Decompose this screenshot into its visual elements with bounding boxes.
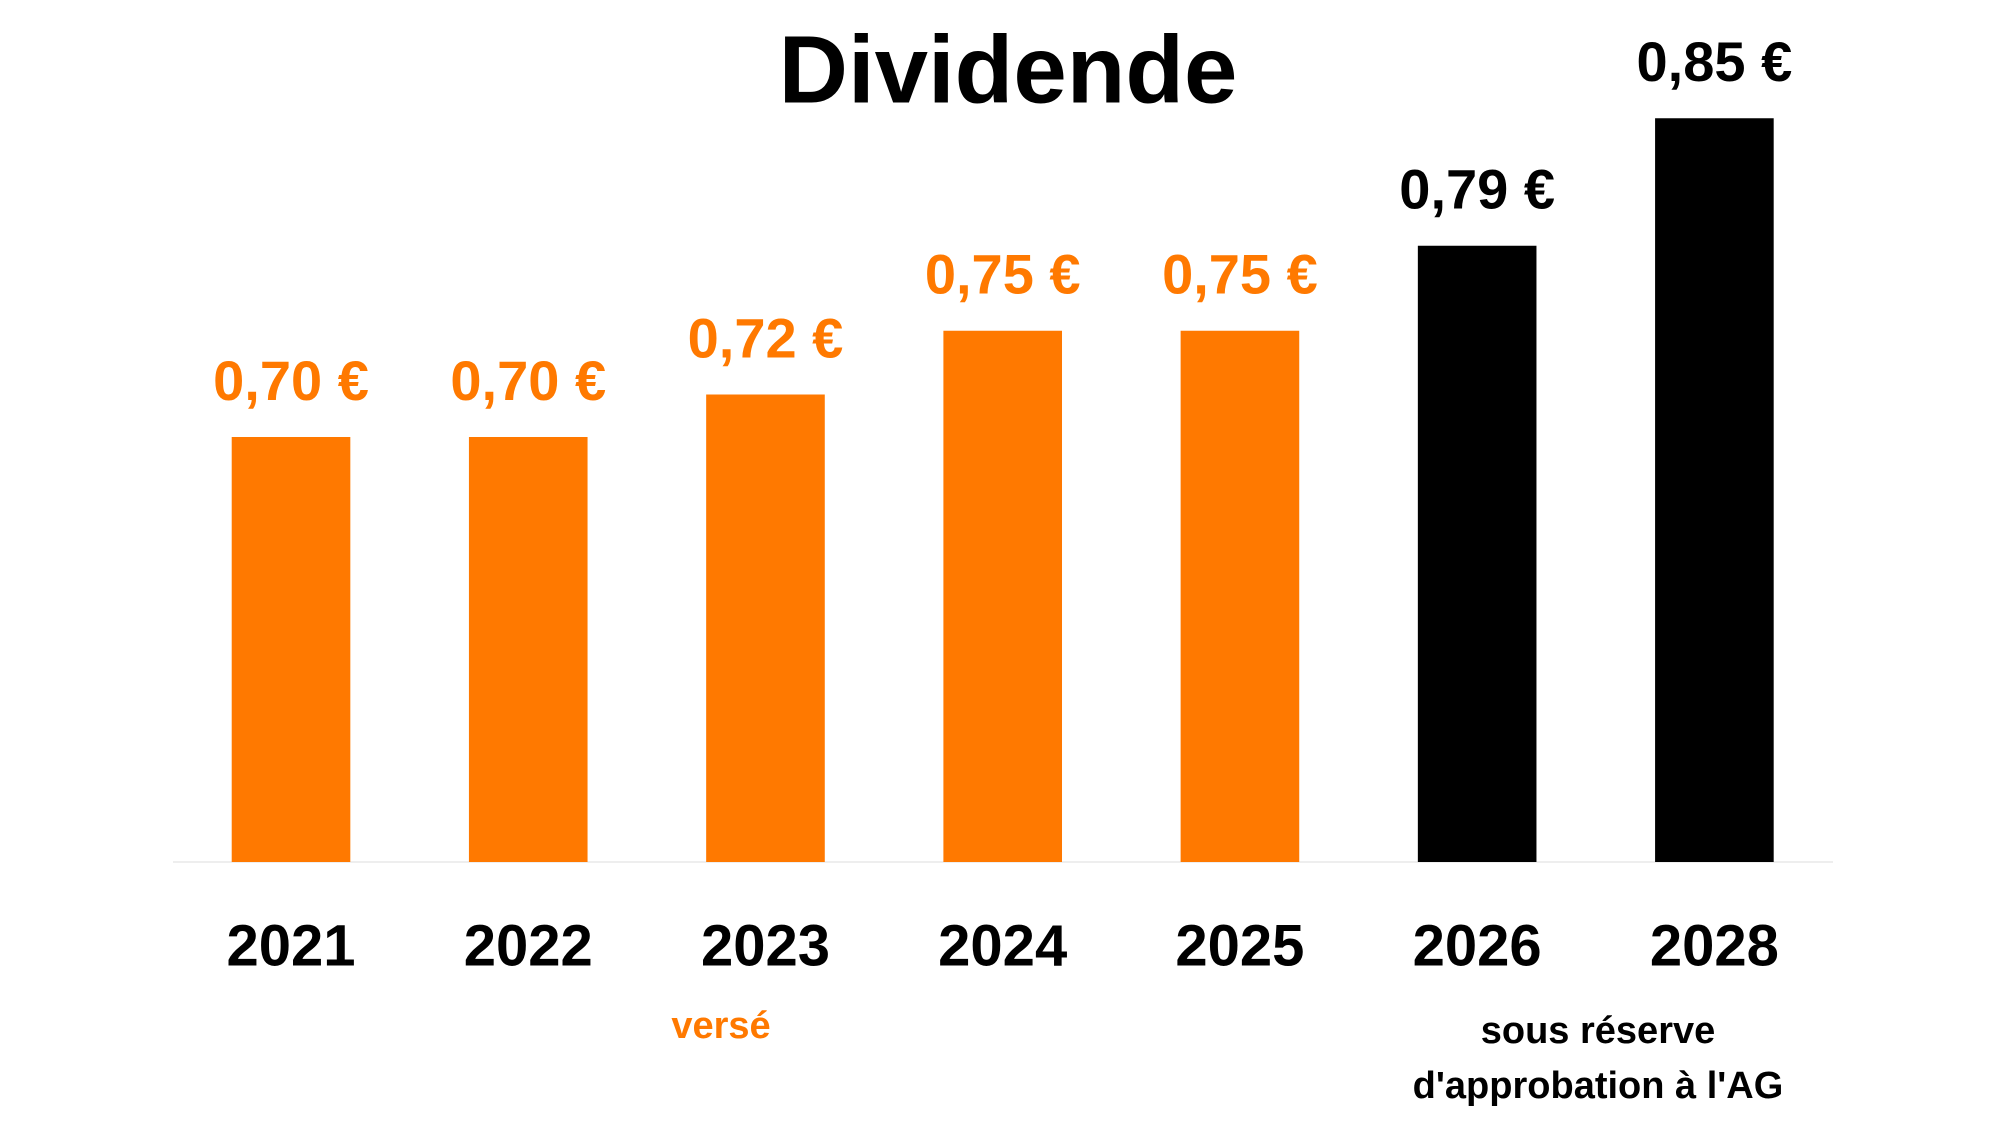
- bar: [1417, 245, 1537, 862]
- annotation: versé: [671, 1005, 770, 1047]
- x-tick-label: 2024: [938, 913, 1067, 978]
- x-tick-label: 2022: [464, 913, 593, 978]
- value-label: 0,70 €: [213, 349, 369, 412]
- x-tick-label: 2023: [701, 913, 830, 978]
- value-label: 0,72 €: [688, 306, 844, 369]
- bar: [1180, 330, 1300, 862]
- bar: [943, 330, 1063, 862]
- annotation: sous réserve: [1481, 1010, 1716, 1052]
- bar: [706, 394, 825, 862]
- x-tick-label: 2028: [1650, 913, 1779, 978]
- bar: [1655, 118, 1774, 862]
- value-label: 0,79 €: [1399, 158, 1555, 221]
- x-tick-label: 2025: [1175, 913, 1304, 978]
- value-label: 0,70 €: [450, 349, 606, 412]
- chart-title: Dividende: [779, 16, 1238, 123]
- bar: [468, 437, 588, 862]
- annotation: d'approbation à l'AG: [1413, 1065, 1784, 1107]
- value-label: 0,85 €: [1637, 30, 1793, 93]
- value-label: 0,75 €: [925, 243, 1081, 306]
- value-label: 0,75 €: [1162, 243, 1318, 306]
- x-tick-label: 2021: [226, 913, 355, 978]
- x-tick-label: 2026: [1413, 913, 1542, 978]
- bar: [231, 437, 351, 862]
